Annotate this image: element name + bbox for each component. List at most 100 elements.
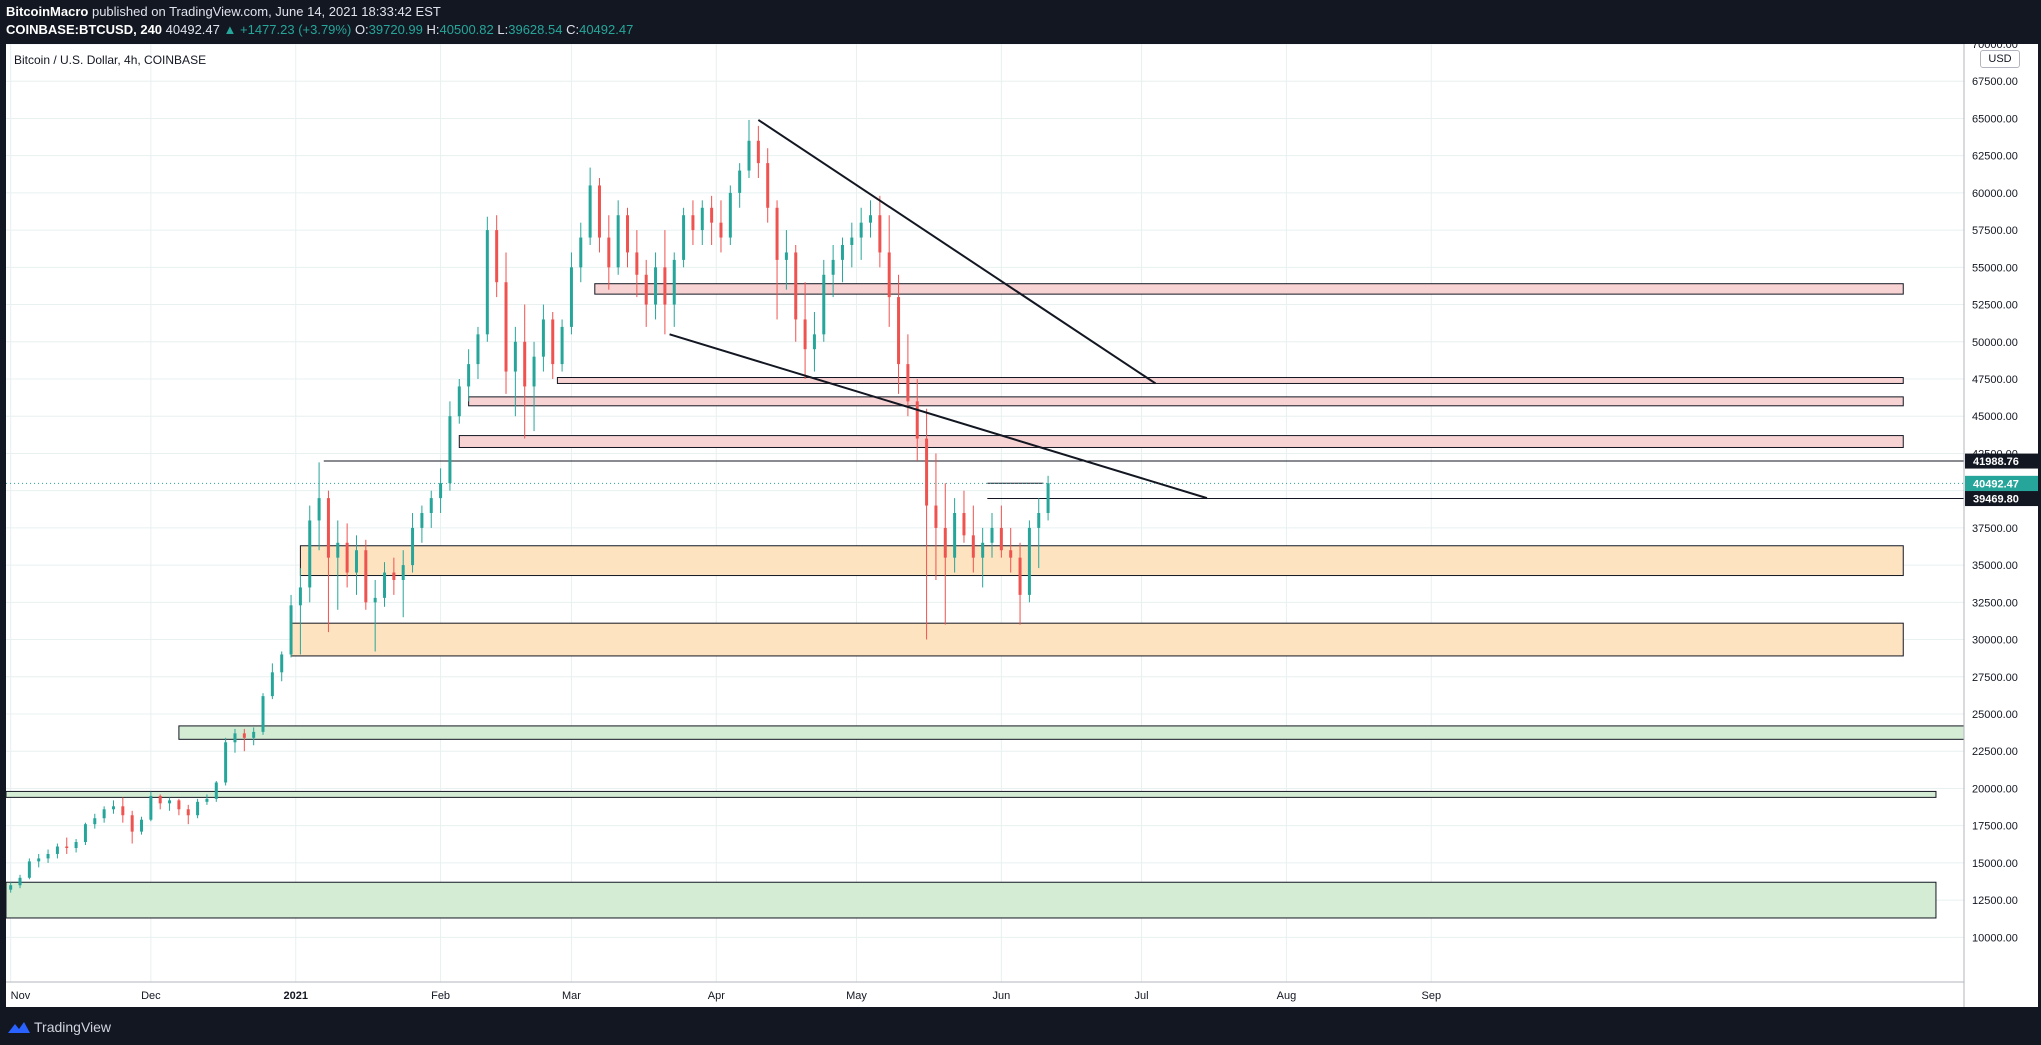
y-tick-label: 50000.00 bbox=[1972, 337, 2018, 349]
candle-body bbox=[485, 230, 489, 335]
x-tick-label: Jul bbox=[1135, 990, 1149, 1002]
currency-badge[interactable]: USD bbox=[1980, 50, 2020, 68]
y-tick-label: 37500.00 bbox=[1972, 523, 2018, 535]
candle-body bbox=[597, 185, 601, 238]
candle-body bbox=[588, 185, 592, 238]
candle-body bbox=[897, 297, 901, 365]
candle-body bbox=[812, 334, 816, 350]
candle-body bbox=[850, 237, 854, 245]
candle-body bbox=[149, 795, 153, 820]
candle-body bbox=[756, 140, 760, 164]
candle-body bbox=[579, 237, 583, 268]
candle-body bbox=[467, 364, 471, 387]
close-value: 40492.47 bbox=[579, 22, 634, 37]
candle-body bbox=[513, 341, 517, 372]
trendlines bbox=[669, 119, 1208, 500]
candle-body bbox=[326, 498, 330, 558]
candle-body bbox=[37, 858, 41, 862]
y-tick-label: 17500.00 bbox=[1972, 821, 2018, 833]
chart-panel[interactable]: 70000.00 67500.00 65000.00 62500.00 60000.00… bbox=[6, 44, 2038, 1007]
price-tag-label: 39469.80 bbox=[1973, 494, 2019, 506]
tradingview-logo-icon[interactable] bbox=[7, 1019, 31, 1035]
high-label: H: bbox=[426, 22, 440, 37]
candle-body bbox=[523, 341, 527, 387]
candle-body bbox=[504, 282, 508, 372]
candle-body bbox=[794, 252, 798, 320]
x-tick-label: Sep bbox=[1421, 990, 1441, 1002]
last-price: 40492.47 bbox=[165, 22, 220, 37]
candle-body bbox=[55, 846, 59, 854]
zone-green bbox=[178, 725, 1965, 740]
candle-body bbox=[999, 527, 1003, 551]
candle-body bbox=[840, 245, 844, 260]
candle-body bbox=[906, 364, 910, 402]
candle-body bbox=[887, 252, 891, 298]
candle-body bbox=[224, 742, 228, 783]
candle-body bbox=[616, 215, 620, 268]
candle-body bbox=[158, 795, 162, 804]
candle-body bbox=[111, 806, 115, 810]
author-name[interactable]: BitcoinMacro bbox=[6, 4, 89, 19]
candle-body bbox=[962, 513, 966, 536]
price-chart[interactable]: 70000.00 67500.00 65000.00 62500.00 60000.00… bbox=[6, 44, 2038, 1007]
candle-body bbox=[392, 572, 396, 580]
candle-body bbox=[140, 819, 144, 832]
candle-body bbox=[990, 527, 994, 543]
candle-body bbox=[719, 222, 723, 238]
y-tick-label: 62500.00 bbox=[1972, 151, 2018, 163]
y-tick-label: 15000.00 bbox=[1972, 858, 2018, 870]
candle-body bbox=[401, 565, 405, 580]
publish-line: BitcoinMacro published on TradingView.co… bbox=[6, 4, 441, 19]
candle-body bbox=[1018, 557, 1022, 595]
y-tick-label: 70000.00 bbox=[1972, 44, 2018, 51]
candle-body bbox=[354, 550, 358, 573]
x-tick-label: Nov bbox=[11, 990, 31, 1002]
open-value: 39720.99 bbox=[368, 22, 423, 37]
zone-orange bbox=[299, 545, 1904, 577]
zone-red bbox=[556, 377, 1904, 384]
candle-body bbox=[560, 326, 564, 365]
price-tag bbox=[1965, 491, 2038, 507]
trendline bbox=[669, 333, 1208, 500]
tradingview-brand[interactable]: TradingView bbox=[34, 1019, 112, 1035]
y-tick-label: 60000.00 bbox=[1972, 188, 2018, 200]
candle-body bbox=[46, 853, 50, 859]
candle-body bbox=[168, 800, 172, 804]
candle-body bbox=[1037, 513, 1041, 528]
x-tick-label: Apr bbox=[708, 990, 725, 1002]
candle-body bbox=[682, 215, 686, 260]
x-tick-label: Mar bbox=[562, 990, 581, 1002]
candle-body bbox=[27, 861, 31, 878]
y-tick-label: 67500.00 bbox=[1972, 76, 2018, 88]
price-tag bbox=[1965, 453, 2038, 469]
low-value: 39628.54 bbox=[508, 22, 563, 37]
candle-body bbox=[551, 319, 555, 365]
candle-body bbox=[74, 842, 78, 848]
candle-body bbox=[317, 498, 321, 521]
candle-body bbox=[747, 140, 751, 171]
candle-body bbox=[953, 513, 957, 558]
candle-body bbox=[289, 605, 293, 655]
y-tick-label: 25000.00 bbox=[1972, 709, 2018, 721]
zone-green bbox=[6, 881, 1937, 919]
candle-body bbox=[83, 824, 87, 843]
candle-body bbox=[196, 801, 200, 816]
candle-body bbox=[439, 483, 443, 499]
candle-body bbox=[270, 672, 274, 697]
candle-body bbox=[233, 733, 237, 743]
candle-body bbox=[364, 550, 368, 603]
candle-body bbox=[457, 386, 461, 417]
candle-body bbox=[130, 815, 134, 832]
y-tick-label: 12500.00 bbox=[1972, 895, 2018, 907]
zone-orange bbox=[290, 622, 1904, 657]
candle-body bbox=[373, 597, 377, 603]
candle-body bbox=[9, 885, 13, 890]
chart-title: Bitcoin / U.S. Dollar, 4h, COINBASE bbox=[14, 53, 207, 67]
y-tick-label: 52500.00 bbox=[1972, 300, 2018, 312]
candle-body bbox=[859, 222, 863, 238]
candle-body bbox=[644, 274, 648, 305]
candle-body bbox=[943, 527, 947, 558]
candle-body bbox=[710, 207, 714, 223]
candle-body bbox=[336, 542, 340, 558]
candle-body bbox=[345, 542, 349, 573]
